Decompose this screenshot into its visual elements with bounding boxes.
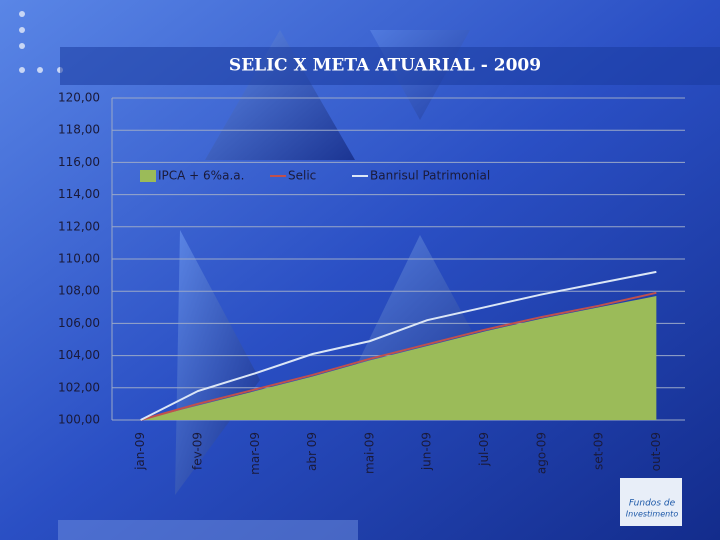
- x-tick-label: abr 09: [305, 432, 319, 471]
- line: [140, 291, 657, 421]
- chart-title: SELIC X META ATUARIAL - 2009: [229, 56, 541, 76]
- title-bar: [60, 47, 720, 85]
- x-tick-label: fev-09: [190, 432, 204, 470]
- y-tick-label: 116,00: [58, 155, 100, 169]
- y-tick-label: 104,00: [58, 348, 100, 362]
- x-tick-label: set-09: [592, 432, 606, 470]
- legend-swatch: [140, 170, 156, 182]
- x-tick-label: out-09: [649, 432, 663, 471]
- legend-label: Selic: [288, 169, 316, 183]
- legend-label: Banrisul Patrimonial: [370, 169, 490, 183]
- y-tick-label: 100,00: [58, 413, 100, 427]
- x-tick-label: jul-09: [477, 432, 491, 467]
- legend-label: IPCA + 6%a.a.: [158, 169, 244, 183]
- line: [140, 270, 657, 421]
- y-tick-label: 106,00: [58, 316, 100, 330]
- logo-text: Fundos de: [629, 499, 676, 509]
- x-tick-label: jun-09: [420, 432, 434, 471]
- x-tick-label: jan-09: [133, 432, 147, 471]
- area: [140, 296, 657, 420]
- y-tick-label: 114,00: [58, 187, 100, 201]
- y-tick-label: 120,00: [58, 91, 100, 105]
- x-tick-label: ago-09: [534, 432, 548, 474]
- y-tick-label: 118,00: [58, 123, 100, 137]
- y-tick-label: 102,00: [58, 380, 100, 394]
- logo: Fundos de Investimento: [620, 478, 682, 526]
- y-tick-label: 110,00: [58, 252, 100, 266]
- x-tick-label: mai-09: [362, 432, 376, 474]
- x-tick-label: mar-09: [248, 432, 262, 475]
- y-tick-label: 108,00: [58, 284, 100, 298]
- y-tick-label: 112,00: [58, 219, 100, 233]
- logo-text: Investimento: [626, 510, 679, 519]
